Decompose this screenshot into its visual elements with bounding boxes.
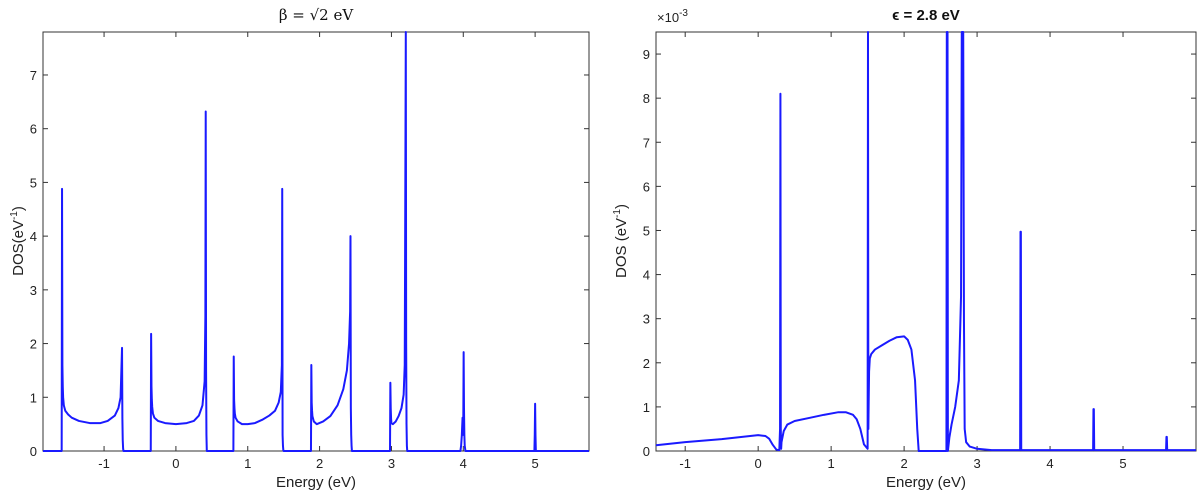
right-x-tick-label-2: 1 bbox=[828, 456, 835, 471]
right-y-tick-label-7: 7 bbox=[643, 135, 650, 150]
left-x-tick-label-1: 0 bbox=[172, 456, 179, 471]
right-chart: -1 0 1 2 3 4 5 0 1 2 3 4 5 6 7 8 9 ϵ = 2.8 eV ×10-3 Ene… bbox=[612, 7, 1197, 491]
right-y-tick-label-6: 6 bbox=[643, 179, 650, 194]
right-y-axis-label-sup: -1 bbox=[612, 209, 623, 218]
right-x-tick-label-0: -1 bbox=[679, 456, 691, 471]
left-x-tick-label-6: 5 bbox=[532, 456, 539, 471]
left-x-tick-label-4: 3 bbox=[388, 456, 395, 471]
left-y-axis-label-end: ) bbox=[10, 206, 27, 211]
left-y-tick-label-0: 0 bbox=[30, 444, 37, 459]
left-y-tick-label-5: 5 bbox=[30, 175, 37, 190]
left-y-tick-label-4: 4 bbox=[30, 229, 37, 244]
right-scale-factor-sup: -3 bbox=[679, 8, 688, 19]
right-chart-title: ϵ = 2.8 eV bbox=[892, 7, 960, 24]
left-y-ticks: 0 1 2 3 4 5 6 7 bbox=[30, 68, 589, 459]
left-y-axis-label-main: DOS(eV bbox=[10, 220, 27, 276]
left-dos-line bbox=[43, 31, 589, 452]
left-x-axis-label: Energy (eV) bbox=[276, 474, 356, 491]
right-x-ticks: -1 0 1 2 3 4 5 bbox=[679, 32, 1127, 471]
right-plot-frame bbox=[655, 31, 1197, 452]
left-y-tick-label-7: 7 bbox=[30, 68, 37, 83]
right-y-tick-label-2: 2 bbox=[643, 356, 650, 371]
right-x-tick-label-3: 2 bbox=[900, 456, 907, 471]
right-x-axis-label: Energy (eV) bbox=[886, 474, 966, 491]
right-y-axis-label: DOS (eV-1) bbox=[612, 204, 630, 278]
right-y-tick-label-9: 9 bbox=[643, 47, 650, 62]
left-chart-title: β = √2 eV bbox=[279, 6, 355, 24]
left-x-ticks: -1 0 1 2 3 4 5 bbox=[98, 32, 539, 471]
left-plot-frame bbox=[42, 31, 590, 452]
right-scale-factor-main: ×10 bbox=[657, 10, 679, 25]
right-y-tick-label-1: 1 bbox=[643, 400, 650, 415]
left-y-tick-label-6: 6 bbox=[30, 122, 37, 137]
left-x-tick-label-0: -1 bbox=[98, 456, 110, 471]
left-y-axis-label-sup: -1 bbox=[9, 211, 20, 220]
right-y-axis-label-main: DOS (eV bbox=[613, 218, 630, 278]
right-x-tick-label-6: 5 bbox=[1119, 456, 1126, 471]
right-y-ticks: 0 1 2 3 4 5 6 7 8 9 bbox=[643, 47, 1196, 459]
right-scale-factor: ×10-3 bbox=[657, 8, 688, 25]
right-y-tick-label-4: 4 bbox=[643, 268, 650, 283]
right-y-tick-label-8: 8 bbox=[643, 91, 650, 106]
left-x-tick-label-5: 4 bbox=[460, 456, 467, 471]
right-x-tick-label-5: 4 bbox=[1046, 456, 1053, 471]
right-y-tick-label-0: 0 bbox=[643, 444, 650, 459]
left-y-tick-label-2: 2 bbox=[30, 337, 37, 352]
right-x-tick-label-1: 0 bbox=[755, 456, 762, 471]
right-x-tick-label-4: 3 bbox=[973, 456, 980, 471]
right-y-tick-label-3: 3 bbox=[643, 312, 650, 327]
left-x-tick-label-3: 2 bbox=[316, 456, 323, 471]
right-y-axis-label-end: ) bbox=[613, 204, 630, 209]
left-x-tick-label-2: 1 bbox=[244, 456, 251, 471]
left-y-tick-label-3: 3 bbox=[30, 283, 37, 298]
left-y-axis-label: DOS(eV-1) bbox=[9, 206, 27, 276]
right-dos-line bbox=[655, 31, 1196, 452]
left-y-tick-label-1: 1 bbox=[30, 390, 37, 405]
right-y-tick-label-5: 5 bbox=[643, 223, 650, 238]
